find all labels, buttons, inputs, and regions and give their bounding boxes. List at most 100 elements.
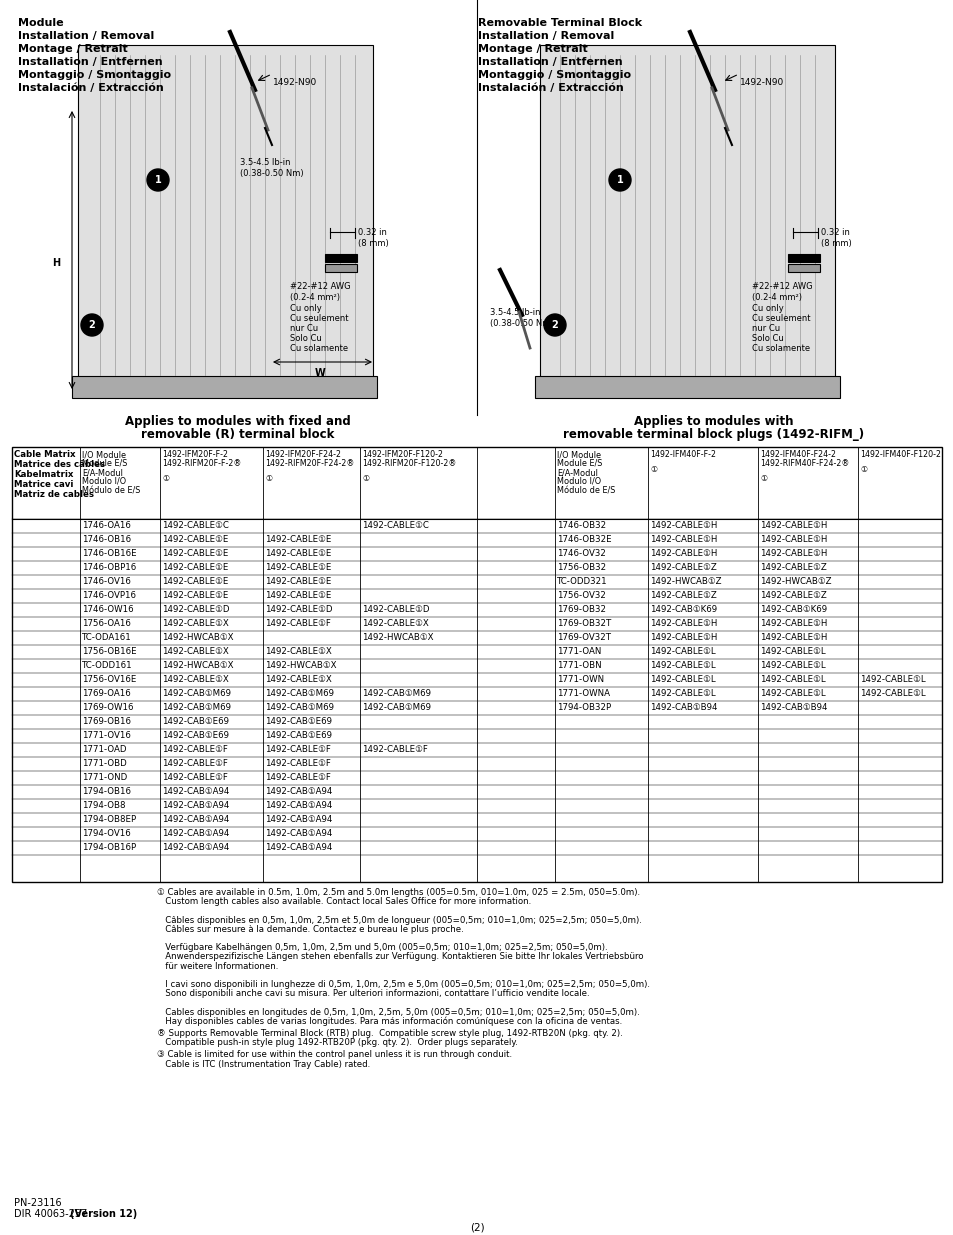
Text: Hay disponibles cables de varias longitudes. Para más información comúníquese co: Hay disponibles cables de varias longitu… <box>157 1016 621 1026</box>
Text: Matrice cavi: Matrice cavi <box>14 480 73 489</box>
Text: Verfügbare Kabelhängen 0,5m, 1,0m, 2,5m und 5,0m (005=0,5m; 010=1,0m; 025=2,5m; : Verfügbare Kabelhängen 0,5m, 1,0m, 2,5m … <box>157 944 607 952</box>
Text: 1492-CAB①A94: 1492-CAB①A94 <box>162 815 229 824</box>
Text: Instalación / Extracción: Instalación / Extracción <box>477 83 623 93</box>
Text: 1492-CABLE①E: 1492-CABLE①E <box>162 592 228 600</box>
Text: 1492-CABLE①X: 1492-CABLE①X <box>162 619 229 629</box>
Text: 1746-OVP16: 1746-OVP16 <box>82 592 136 600</box>
Text: (0.38-0.50 Nm): (0.38-0.50 Nm) <box>240 169 303 178</box>
Text: (0.38-0.50 Nm): (0.38-0.50 Nm) <box>490 319 553 329</box>
Text: 1492-CABLE①X: 1492-CABLE①X <box>162 647 229 656</box>
Bar <box>325 254 356 262</box>
Text: ①: ① <box>265 474 272 483</box>
Text: 1492-CABLE①X: 1492-CABLE①X <box>361 619 428 629</box>
Text: 1492-CABLE①F: 1492-CABLE①F <box>162 745 228 755</box>
Text: TC-ODD321: TC-ODD321 <box>557 577 607 585</box>
Text: 1: 1 <box>154 175 161 185</box>
Text: 0.32 in: 0.32 in <box>821 228 849 237</box>
Text: (0.2-4 mm²): (0.2-4 mm²) <box>751 293 801 303</box>
Text: 1756-OB16E: 1756-OB16E <box>82 647 136 656</box>
Text: 1492-CABLE①F: 1492-CABLE①F <box>361 745 428 755</box>
Circle shape <box>543 314 565 336</box>
Text: 1492-CABLE①E: 1492-CABLE①E <box>265 592 331 600</box>
Text: 1746-OB32E: 1746-OB32E <box>557 535 611 543</box>
Text: 1492-CABLE①E: 1492-CABLE①E <box>265 535 331 543</box>
Text: 1492-CAB①M69: 1492-CAB①M69 <box>361 703 431 713</box>
Text: Installation / Entfernen: Installation / Entfernen <box>18 57 162 67</box>
Text: Applies to modules with: Applies to modules with <box>634 415 793 429</box>
Text: Módulo de E/S: Módulo de E/S <box>557 487 615 495</box>
Text: 1492-CABLE①L: 1492-CABLE①L <box>760 661 824 671</box>
Text: 1492-CABLE①C: 1492-CABLE①C <box>162 521 229 530</box>
Text: 1771-OND: 1771-OND <box>82 773 127 782</box>
Text: 1492-CABLE①L: 1492-CABLE①L <box>649 689 715 698</box>
Text: 1492-HWCAB①Z: 1492-HWCAB①Z <box>760 577 831 585</box>
Text: 1492-RIFM20F-F24-2®: 1492-RIFM20F-F24-2® <box>265 459 354 468</box>
Text: 1756-OA16: 1756-OA16 <box>82 619 131 629</box>
Text: Cu solamente: Cu solamente <box>290 345 348 353</box>
Text: Custom length cables also available. Contact local Sales Office for more informa: Custom length cables also available. Con… <box>157 897 531 906</box>
Text: 1492-CABLE①Z: 1492-CABLE①Z <box>760 563 826 572</box>
Text: 1492-CABLE①H: 1492-CABLE①H <box>649 521 717 530</box>
Text: 1492-N90: 1492-N90 <box>273 78 317 86</box>
Text: 1492-CABLE①Z: 1492-CABLE①Z <box>760 592 826 600</box>
Text: 1794-OB16P: 1794-OB16P <box>82 844 136 852</box>
Text: 1492-CAB①K69: 1492-CAB①K69 <box>649 605 717 614</box>
Text: 1492-IFM40F-F120-2: 1492-IFM40F-F120-2 <box>859 450 940 459</box>
Text: 1492-CABLE①H: 1492-CABLE①H <box>649 634 717 642</box>
Text: (2): (2) <box>469 1221 484 1233</box>
Text: 1492-RIFM20F-F120-2®: 1492-RIFM20F-F120-2® <box>361 459 456 468</box>
Text: 1746-OW16: 1746-OW16 <box>82 605 133 614</box>
Text: 1492-CAB①A94: 1492-CAB①A94 <box>162 787 229 797</box>
Text: Solo Cu: Solo Cu <box>290 333 321 343</box>
Text: Installation / Removal: Installation / Removal <box>18 31 154 41</box>
Text: 1771-OBN: 1771-OBN <box>557 661 601 671</box>
Text: I cavi sono disponibili in lunghezze di 0,5m, 1,0m, 2,5m e 5,0m (005=0,5m; 010=1: I cavi sono disponibili in lunghezze di … <box>157 981 649 989</box>
Text: Module E/S: Module E/S <box>557 459 601 468</box>
Bar <box>12 447 941 882</box>
Text: 3.5-4.5 lb-in: 3.5-4.5 lb-in <box>490 308 540 317</box>
Text: 1492-CABLE①L: 1492-CABLE①L <box>760 647 824 656</box>
Text: 1746-OV32: 1746-OV32 <box>557 550 605 558</box>
Text: 1492-CABLE①H: 1492-CABLE①H <box>649 535 717 543</box>
Text: Cable Matrix: Cable Matrix <box>14 450 75 459</box>
Text: nur Cu: nur Cu <box>290 324 317 333</box>
Text: Cu seulement: Cu seulement <box>751 314 810 324</box>
Text: Montage / Retrait: Montage / Retrait <box>477 44 587 54</box>
Text: Cables disponibles en longitudes de 0,5m, 1,0m, 2,5m, 5,0m (005=0,5m; 010=1,0m; : Cables disponibles en longitudes de 0,5m… <box>157 1008 639 1016</box>
Text: 1492-CAB①A94: 1492-CAB①A94 <box>162 844 229 852</box>
Text: 1492-CABLE①Z: 1492-CABLE①Z <box>649 592 716 600</box>
Text: 1492-CABLE①H: 1492-CABLE①H <box>649 550 717 558</box>
Text: (8 mm): (8 mm) <box>821 240 851 248</box>
Text: 1492-CAB①E69: 1492-CAB①E69 <box>162 731 229 740</box>
Text: 1746-OB16E: 1746-OB16E <box>82 550 136 558</box>
Text: nur Cu: nur Cu <box>751 324 780 333</box>
Text: 1492-CABLE①E: 1492-CABLE①E <box>162 535 228 543</box>
Text: 1492-CAB①A94: 1492-CAB①A94 <box>265 802 332 810</box>
Text: 1756-OB32: 1756-OB32 <box>557 563 605 572</box>
Text: Modulo I/O: Modulo I/O <box>557 477 600 487</box>
Text: 1492-CABLE①E: 1492-CABLE①E <box>265 563 331 572</box>
Text: 1492-HWCAB①X: 1492-HWCAB①X <box>265 661 336 671</box>
Text: 1771-OWNA: 1771-OWNA <box>557 689 609 698</box>
Text: PN-23116: PN-23116 <box>14 1198 62 1208</box>
Text: #22-#12 AWG: #22-#12 AWG <box>751 282 812 291</box>
Text: 1746-OB16: 1746-OB16 <box>82 535 131 543</box>
Text: 1492-CABLE①H: 1492-CABLE①H <box>760 535 826 543</box>
Text: Montage / Retrait: Montage / Retrait <box>18 44 128 54</box>
Text: 1492-CABLE①F: 1492-CABLE①F <box>265 745 331 755</box>
Text: 1794-OB16: 1794-OB16 <box>82 787 131 797</box>
Text: 1769-OA16: 1769-OA16 <box>82 689 131 698</box>
Text: 1492-IFM20F-F24-2: 1492-IFM20F-F24-2 <box>265 450 340 459</box>
Text: 1746-OBP16: 1746-OBP16 <box>82 563 136 572</box>
Text: 1794-OB8: 1794-OB8 <box>82 802 126 810</box>
Text: Compatible push-in style plug 1492-RTB20P (pkg. qty. 2).  Order plugs separately: Compatible push-in style plug 1492-RTB20… <box>157 1039 517 1047</box>
Text: 1492-CABLE①F: 1492-CABLE①F <box>265 773 331 782</box>
Text: 2: 2 <box>551 320 558 330</box>
Text: Cu solamente: Cu solamente <box>751 345 809 353</box>
Text: Câbles disponibles en 0,5m, 1,0m, 2,5m et 5,0m de longueur (005=0,5m; 010=1,0m; : Câbles disponibles en 0,5m, 1,0m, 2,5m e… <box>157 915 641 925</box>
Text: 1769-OB32T: 1769-OB32T <box>557 619 611 629</box>
Text: Installation / Removal: Installation / Removal <box>477 31 614 41</box>
Bar <box>325 264 356 272</box>
Bar <box>71 375 376 398</box>
Text: TC-ODD161: TC-ODD161 <box>82 661 132 671</box>
